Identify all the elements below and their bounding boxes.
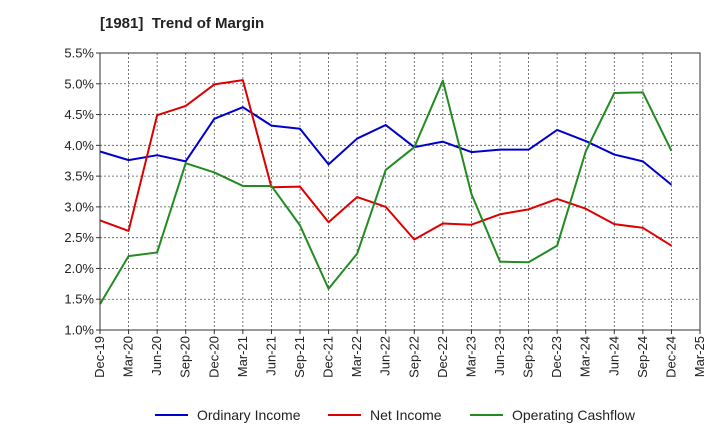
y-tick-label: 1.5% <box>64 292 94 307</box>
x-tick-label: Jun-24 <box>606 336 621 376</box>
legend-label: Operating Cashflow <box>512 407 635 423</box>
x-tick-label: Mar-24 <box>578 336 593 377</box>
legend-label: Ordinary Income <box>197 407 301 423</box>
legend-label: Net Income <box>370 407 442 423</box>
legend-swatch <box>470 414 503 416</box>
y-tick-label: 4.0% <box>64 138 94 153</box>
x-tick-label: Mar-20 <box>121 336 136 377</box>
grid <box>99 52 701 331</box>
y-tick-label: 3.0% <box>64 199 94 214</box>
x-tick-label: Sep-21 <box>292 336 307 378</box>
x-axis-ticks: Dec-19 Mar-20 Jun-20 Sep-20 Dec-20 Mar-21 Jun-… <box>92 330 707 378</box>
x-tick-label: Mar-22 <box>349 336 364 377</box>
y-tick-label: 2.0% <box>64 261 94 276</box>
x-tick-label: Dec-23 <box>549 336 564 378</box>
x-tick-label: Dec-20 <box>206 336 221 378</box>
x-tick-label: Mar-21 <box>235 336 250 377</box>
x-tick-label: Sep-22 <box>406 336 421 378</box>
x-tick-label: Dec-22 <box>435 336 450 378</box>
chart-title: [1981] Trend of Margin <box>100 15 265 32</box>
x-tick-label: Dec-21 <box>321 336 336 378</box>
x-tick-label: Jun-23 <box>492 336 507 376</box>
legend-item: Operating Cashflow <box>470 404 635 426</box>
x-tick-label: Jun-20 <box>149 336 164 376</box>
x-tick-label: Mar-23 <box>463 336 478 377</box>
x-tick-label: Dec-24 <box>663 336 678 378</box>
x-tick-label: Sep-20 <box>178 336 193 378</box>
x-tick-label: Jun-21 <box>263 336 278 376</box>
y-tick-label: 2.5% <box>64 230 94 245</box>
x-tick-label: Mar-25 <box>692 336 707 377</box>
legend-swatch <box>328 414 361 416</box>
x-tick-label: Dec-19 <box>92 336 107 378</box>
legend-item: Net Income <box>328 404 442 426</box>
y-tick-label: 3.5% <box>64 169 94 184</box>
legend-item: Ordinary Income <box>155 404 300 426</box>
y-tick-label: 5.0% <box>64 76 94 91</box>
plot-frame <box>99 52 701 331</box>
series-lines <box>99 79 673 305</box>
y-tick-label: 5.5% <box>64 46 94 61</box>
y-tick-label: 4.5% <box>64 107 94 122</box>
x-tick-label: Jun-22 <box>378 336 393 376</box>
y-tick-label: 1.0% <box>64 323 94 338</box>
legend: Ordinary Income Net Income Operating Cashf… <box>0 404 720 426</box>
x-tick-label: Sep-24 <box>635 336 650 378</box>
x-tick-label: Sep-23 <box>521 336 536 378</box>
y-axis-ticks: 1.0% 1.5% 2.0% 2.5% 3.0% 3.5% 4.0% 4.5% 5.0% 5.5% <box>64 46 100 338</box>
legend-swatch <box>155 414 188 416</box>
